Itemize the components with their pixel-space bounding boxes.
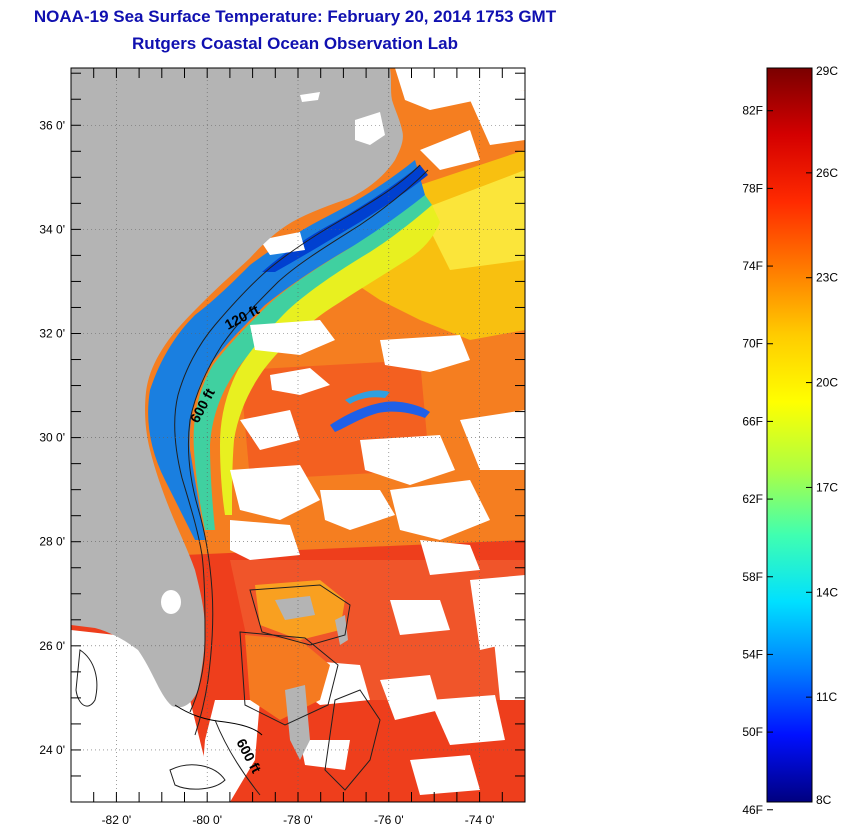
fahrenheit-label: 54F [742,647,763,661]
lon-label: -82 0' [102,813,132,827]
lat-label: 26 0' [39,639,65,653]
cloud-mask [71,68,525,802]
lat-label: 24 0' [39,743,65,757]
cool-filament [345,390,390,404]
fahrenheit-label: 66F [742,414,763,428]
fahrenheit-label: 46F [742,803,763,817]
map-subtitle: Rutgers Coastal Ocean Observation Lab [132,34,458,53]
celsius-label: 11C [816,690,837,704]
fahrenheit-label: 50F [742,725,763,739]
lon-label: -74 0' [465,813,495,827]
celsius-label: 8C [816,793,832,807]
bank-contour-south [324,689,381,791]
bank-contour-great [239,631,339,726]
colorbar-ticks [767,67,812,811]
fahrenheit-label: 82F [742,104,763,118]
fahrenheit-label: 74F [742,259,763,273]
lat-label: 32 0' [39,326,65,340]
lat-label: 30 0' [39,431,65,445]
contour-600ft-south [214,719,261,796]
lon-label: -80 0' [192,813,222,827]
fahrenheit-label: 70F [742,337,763,351]
longitude-labels: -82 0' -80 0' -78 0' -76 0' -74 0' [102,813,495,827]
latitude-labels: 36 0' 34 0' 32 0' 30 0' 28 0' 26 0' 24 0' [39,118,65,757]
lat-label: 28 0' [39,535,65,549]
lake-okeechobee [161,590,181,614]
colorbar-labels: 29C 26C 23C 20C 17C 14C 11C 8C 82F 78F 74F 70F 66F 62… [742,64,838,817]
florida-keys-contour [174,704,263,736]
fahrenheit-label: 58F [742,570,763,584]
fahrenheit-label: 62F [742,492,763,506]
shoal-contour [169,764,226,790]
temperature-colorbar: 29C 26C 23C 20C 17C 14C 11C 8C 82F 78F 74F 70F 66F 62… [742,64,838,817]
map-plot-area [71,68,525,802]
celsius-label: 29C [816,64,838,78]
great-bahama-bank [245,635,330,720]
celsius-label: 23C [816,271,838,285]
celsius-label: 26C [816,166,838,180]
bahama-island [275,596,315,620]
axis-ticks [70,68,526,803]
lon-label: -78 0' [283,813,313,827]
contour-600ft [187,169,429,736]
land-mass [71,68,403,708]
bank-contour-north [249,584,351,646]
eleuthera-island [335,615,348,645]
map-title: NOAA-19 Sea Surface Temperature: Februar… [33,7,557,26]
fahrenheit-label: 78F [742,181,763,195]
andros-island [285,685,310,760]
celsius-label: 20C [816,376,838,390]
albemarle-sound [300,92,320,102]
celsius-label: 17C [816,480,838,494]
colorbar-gradient [766,67,813,803]
contour-120ft [174,164,421,713]
pamlico-sound [355,112,385,145]
yellow-coastal-band [220,205,440,515]
lon-label: -76 0' [374,813,404,827]
lat-label: 36 0' [39,118,65,132]
yellow-zone [420,170,525,270]
lat-label: 34 0' [39,222,65,236]
celsius-label: 14C [816,585,838,599]
cold-filament [330,401,430,432]
